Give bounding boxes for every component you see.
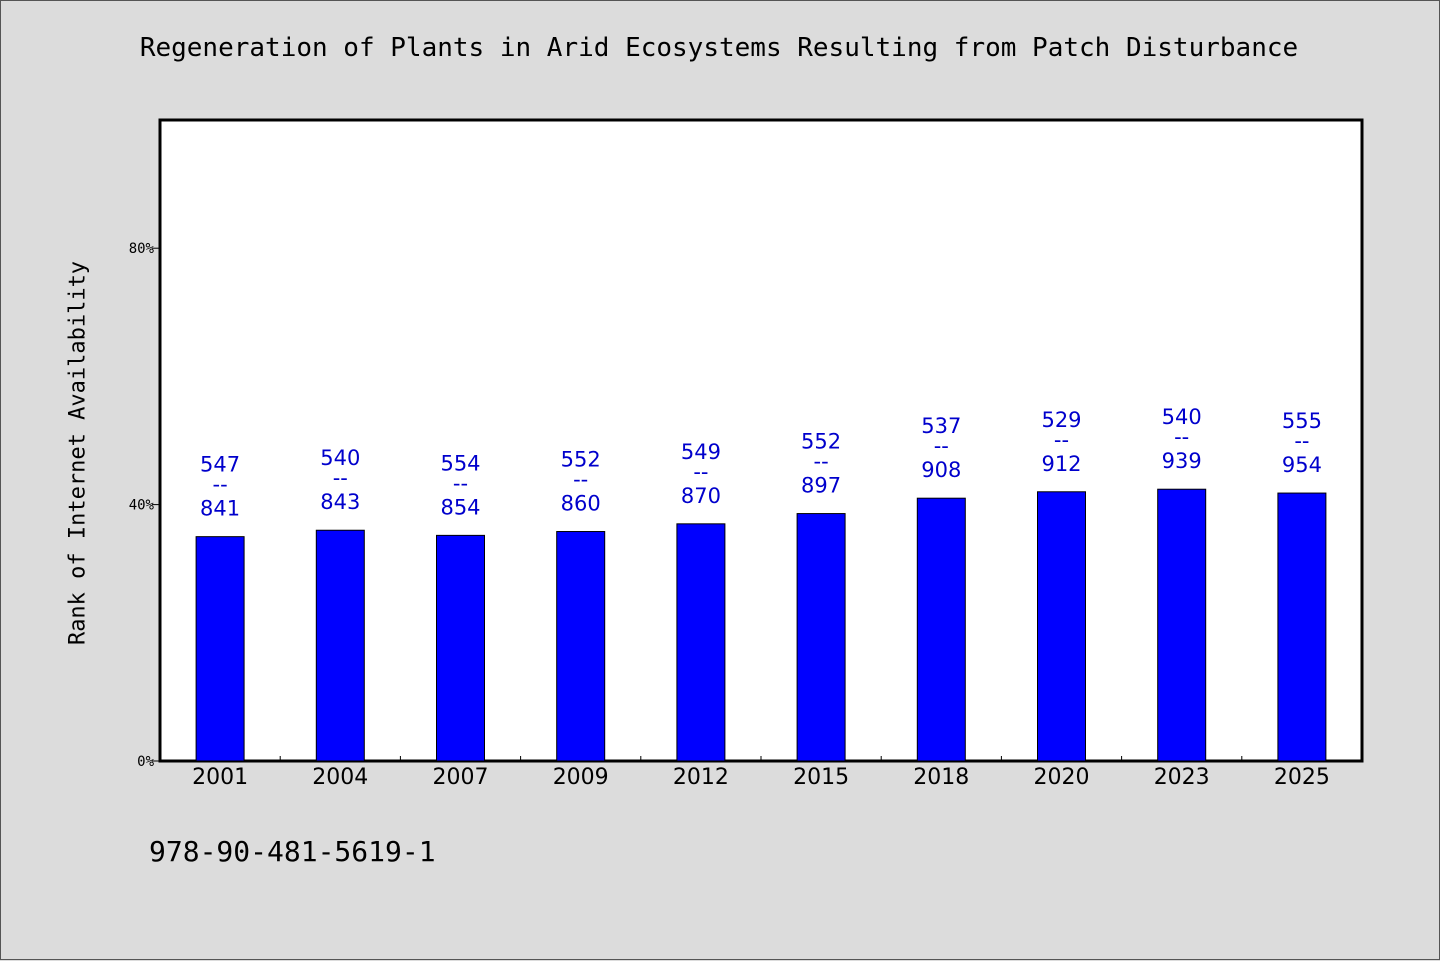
bar-2004 <box>315 529 365 762</box>
data-label-separator: -- <box>1294 429 1309 453</box>
data-label-bottom: 908 <box>921 458 961 482</box>
y-tick-label: 80% <box>129 241 155 257</box>
bar-2015 <box>796 513 846 762</box>
data-label-separator: -- <box>453 471 468 495</box>
bar-2025 <box>1277 492 1327 762</box>
x-tick-label: 2023 <box>1154 765 1210 790</box>
data-label-bottom: 912 <box>1041 452 1081 476</box>
data-label-bottom: 939 <box>1162 449 1202 473</box>
y-axis: 0% 40% 80% <box>129 241 160 770</box>
x-tick-label: 2018 <box>913 765 969 790</box>
bar-2023 <box>1157 488 1207 762</box>
data-label-separator: -- <box>333 466 348 490</box>
data-label-top: 537 <box>921 414 961 438</box>
x-tick-label: 2001 <box>192 765 248 790</box>
bar-2001 <box>195 536 245 762</box>
data-label-bottom: 870 <box>681 484 721 508</box>
data-label-top: 549 <box>681 440 721 464</box>
x-tick-label: 2007 <box>433 765 489 790</box>
data-label-bottom: 854 <box>440 495 480 519</box>
data-label-separator: -- <box>693 460 708 484</box>
data-label-top: 529 <box>1041 408 1081 432</box>
data-label-bottom: 897 <box>801 474 841 498</box>
data-label-top: 547 <box>200 453 240 477</box>
data-label-top: 540 <box>1162 405 1202 429</box>
x-tick-label: 2012 <box>673 765 729 790</box>
y-tick-label: 40% <box>129 498 155 514</box>
data-label-top: 540 <box>320 446 360 470</box>
bar-2020 <box>1037 491 1086 762</box>
data-label-bottom: 841 <box>200 497 240 521</box>
data-label-top: 552 <box>561 448 601 472</box>
y-tick-label: 0% <box>137 754 154 770</box>
data-label-top: 552 <box>801 430 841 454</box>
x-tick-label: 2015 <box>793 765 849 790</box>
footnote-isbn: 978-90-481-5619-1 <box>149 835 436 868</box>
chart-title: Regeneration of Plants in Arid Ecosystem… <box>139 33 1299 63</box>
x-axis: 2001 2004 2007 2009 2012 2015 2018 2020 2023 2025 <box>192 756 1330 790</box>
x-tick-label: 2025 <box>1274 765 1330 790</box>
data-label-bottom: 843 <box>320 490 360 514</box>
bar-2018 <box>916 497 966 762</box>
bar-2012 <box>676 523 726 762</box>
x-tick-label: 2004 <box>312 765 368 790</box>
bars-layer <box>195 488 1327 762</box>
data-labels-layer: 547--841540--843554--854552--860549--870… <box>200 405 1322 520</box>
bar-2007 <box>436 534 485 762</box>
bar-2009 <box>556 531 606 762</box>
x-tick-label: 2020 <box>1034 765 1090 790</box>
x-tick-label: 2009 <box>553 765 609 790</box>
data-label-bottom: 954 <box>1282 453 1322 477</box>
data-label-bottom: 860 <box>561 492 601 516</box>
data-label-separator: -- <box>934 434 949 458</box>
data-label-top: 555 <box>1282 409 1322 433</box>
data-label-separator: -- <box>814 450 829 474</box>
data-label-separator: -- <box>1174 425 1189 449</box>
data-label-separator: -- <box>573 468 588 492</box>
data-label-separator: -- <box>1054 428 1069 452</box>
data-label-separator: -- <box>213 473 228 497</box>
data-label-top: 554 <box>440 451 480 475</box>
